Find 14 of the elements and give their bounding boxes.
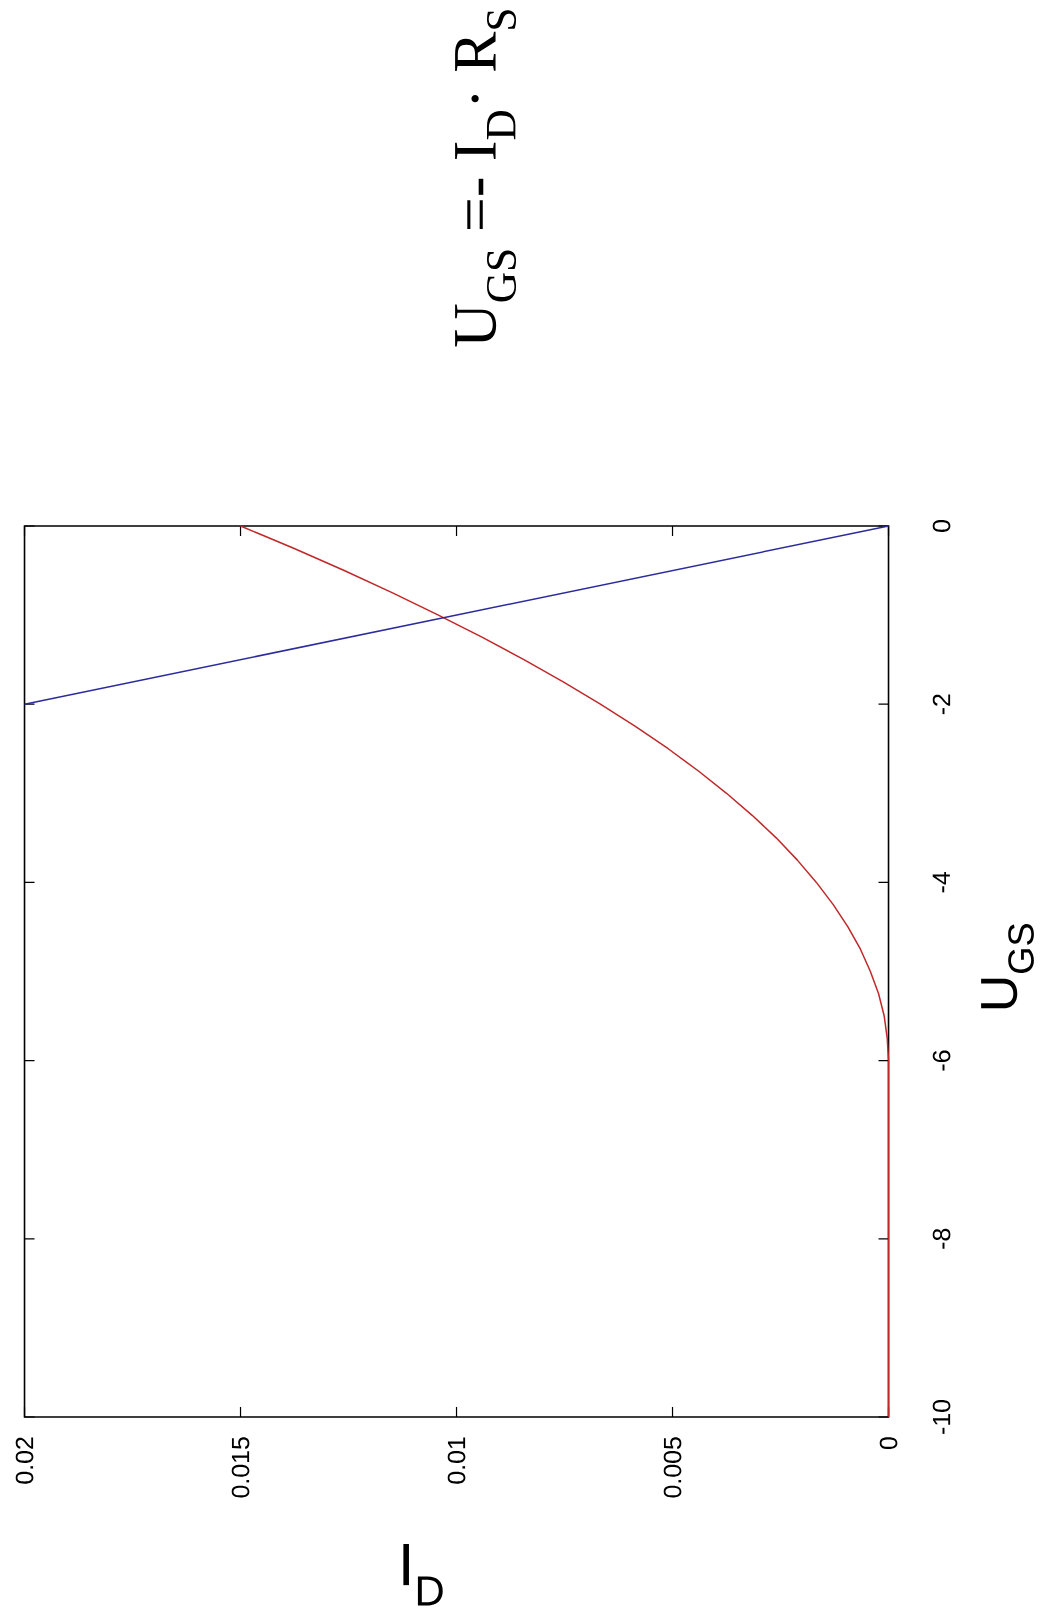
x-tick-label: 0 (879, 1437, 898, 1450)
x-tick-label: 0.015 (231, 1437, 250, 1498)
chart-title: U$_{GS}$ =- I$_{D}$· R$_{S}$ (455, 10, 517, 347)
y-tick-label: -6 (932, 1050, 951, 1071)
y-tick-label: 0 (932, 520, 951, 532)
y-tick-label: -2 (932, 694, 951, 715)
y-tick-label: -8 (932, 1228, 951, 1249)
y-axis-title: U$_{GS}$ (981, 924, 1035, 1009)
y-tick-label: -4 (932, 872, 951, 893)
x-tick-label: 0.005 (663, 1437, 682, 1498)
y-tick-label: -10 (932, 1399, 951, 1434)
x-tick-label: 0.01 (447, 1437, 466, 1484)
x-tick-label: 0.02 (15, 1437, 34, 1484)
x-axis-title: I$_{D}$ (403, 1544, 443, 1606)
